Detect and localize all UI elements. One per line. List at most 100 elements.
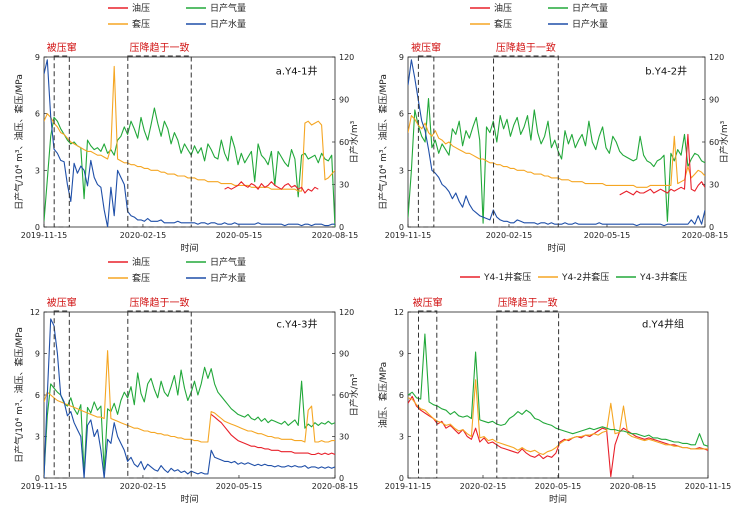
x-tick-label: 2020-02-15 (486, 231, 533, 240)
annotation-box-breakthrough (418, 310, 438, 479)
y-tick-label: 9 (399, 350, 404, 359)
y-tick-label: 12 (30, 308, 40, 317)
x-tick-label: 2020-02-15 (120, 482, 167, 491)
y-right-tick-label: 0 (709, 223, 714, 232)
y-right-tick-label: 0 (339, 474, 344, 483)
y-tick-label: 6 (399, 110, 404, 119)
panel-label: b.Y4-2井 (645, 65, 687, 78)
annotation-box-pressure (127, 55, 192, 228)
y-right-tick-label: 30 (709, 181, 719, 190)
y-tick-label: 9 (35, 53, 40, 62)
legend-label: 日产水量 (210, 272, 246, 284)
y-tick-label: 9 (399, 53, 404, 62)
x-tick-label: 2019-11-15 (21, 482, 68, 491)
legend-label: 油压 (494, 2, 512, 14)
legend-label: Y4-1井套压 (483, 271, 531, 283)
y-right-tick-label: 90 (339, 350, 349, 359)
panel-label: a.Y4-1井 (276, 65, 318, 78)
legend-label: 套压 (132, 272, 150, 284)
y-tick-label: 0 (399, 223, 404, 232)
annotation-label: 压降趋于一致 (130, 41, 190, 54)
x-tick-label: 2020-05-15 (216, 231, 263, 240)
x-axis-title: 时间 (549, 493, 567, 505)
x-tick-label: 2019-11-15 (21, 231, 68, 240)
series-line-Y4-3井套压 (408, 333, 708, 447)
series-line-套压 (44, 350, 335, 443)
annotation-box-pressure (127, 310, 192, 479)
y-tick-label: 0 (35, 474, 40, 483)
y-axis-title: 日产气/10⁴ m³、油压、套压/MPa (13, 74, 25, 210)
annotation-box-breakthrough (417, 55, 435, 228)
y-right-tick-label: 120 (339, 308, 354, 317)
y-tick-label: 3 (399, 433, 404, 442)
plot-frame (407, 311, 709, 479)
annotation-label: 被压窜 (413, 296, 443, 309)
y-axis-title: 油压、套压/MPa (377, 362, 389, 428)
x-tick-label: 2020-08-15 (610, 482, 657, 491)
x-tick-label: 2020-05-15 (584, 231, 631, 240)
series-line-Y4-1井套压 (408, 395, 708, 478)
x-tick-label: 2020-05-15 (535, 482, 582, 491)
annotation-label: 压降趋于一致 (496, 41, 556, 54)
x-tick-label: 2020-05-15 (216, 482, 263, 491)
y-right-tick-label: 30 (339, 181, 349, 190)
x-axis-title: 时间 (180, 493, 198, 505)
chart-panel-4: Y4-1井套压 Y4-2井套压 Y4-3井套压 0 3 6 9 12 2019-11-15 202… (377, 271, 731, 505)
annotation-label: 被压窜 (47, 296, 77, 309)
legend-label: Y4-3井套压 (639, 271, 687, 283)
y-right-axis-title: 日产水/m³ (718, 120, 730, 163)
series-line-日产气量 (408, 98, 705, 224)
legend-label: 油压 (132, 2, 150, 14)
series-line-套压 (44, 65, 335, 192)
y-tick-label: 3 (35, 166, 40, 175)
legend-label: 日产水量 (572, 18, 608, 30)
legend-label: 套压 (132, 18, 150, 30)
legend-label: 日产气量 (210, 256, 246, 268)
x-axis-title: 时间 (180, 242, 198, 254)
y-right-tick-label: 120 (339, 53, 354, 62)
legend-label: Y4-2井套压 (561, 271, 609, 283)
y-right-tick-label: 60 (339, 391, 349, 400)
x-tick-label: 2019-11-15 (385, 231, 432, 240)
y-tick-label: 6 (35, 391, 40, 400)
series-line-日产水量 (44, 59, 335, 227)
x-tick-label: 2020-02-15 (460, 482, 507, 491)
plot-frame (407, 56, 706, 228)
y-tick-label: 3 (399, 166, 404, 175)
x-tick-label: 2020-08-15 (312, 231, 359, 240)
panel-label: d.Y4井组 (642, 318, 684, 331)
y-axis-title: 日产气/10⁴ m³、油压、套压/MPa (377, 74, 389, 210)
y-right-tick-label: 90 (709, 96, 719, 105)
y-right-tick-label: 120 (709, 53, 724, 62)
x-axis-title: 时间 (547, 242, 565, 254)
series-line-油压 (619, 133, 705, 196)
x-tick-label: 2020-08-15 (312, 482, 359, 491)
legend-label: 日产水量 (210, 18, 246, 30)
y-tick-label: 0 (35, 223, 40, 232)
x-tick-label: 2019-11-15 (385, 482, 432, 491)
series-line-日产水量 (44, 318, 335, 478)
legend-label: 日产气量 (572, 2, 608, 14)
x-tick-label: 2020-08-15 (682, 231, 729, 240)
y-tick-label: 6 (399, 391, 404, 400)
annotation-label: 压降趋于一致 (498, 296, 558, 309)
y-right-tick-label: 90 (339, 96, 349, 105)
x-tick-label: 2020-11-15 (685, 482, 732, 491)
legend-label: 油压 (132, 256, 150, 268)
y-right-axis-title: 日产水/m³ (348, 373, 360, 416)
annotation-box-pressure (496, 310, 560, 479)
annotation-box-breakthrough (53, 310, 70, 479)
y-axis-title: 日产气/10⁴ m³、油压、套压/MPa (13, 327, 25, 463)
series-line-油压 (210, 413, 335, 456)
y-right-tick-label: 60 (709, 138, 719, 147)
series-line-套压 (408, 115, 705, 188)
series-line-油压 (224, 181, 319, 194)
chart-legend: Y4-1井套压 Y4-2井套压 Y4-3井套压 (460, 271, 687, 283)
annotation-label: 压降趋于一致 (130, 296, 190, 309)
